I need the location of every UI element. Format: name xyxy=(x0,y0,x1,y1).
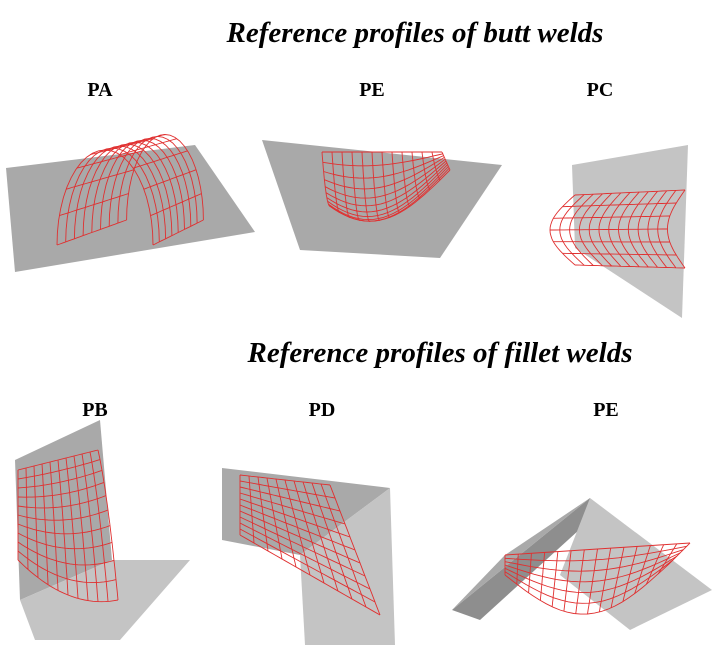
profile-label: PE xyxy=(359,79,385,101)
profile-label: PA xyxy=(87,79,113,101)
profile-label: PD xyxy=(309,399,336,421)
diagram: Reference profiles of butt welds PA PE P… xyxy=(0,0,715,649)
profile-label: PC xyxy=(587,79,614,101)
section-title: Reference profiles of butt welds xyxy=(226,17,604,49)
section-title: Reference profiles of fillet welds xyxy=(247,337,633,369)
mesh-line xyxy=(105,135,165,151)
profile-label: PB xyxy=(82,399,108,421)
page: Reference profiles of butt welds PA PE P… xyxy=(0,0,715,649)
profile-label: PE xyxy=(593,399,619,421)
